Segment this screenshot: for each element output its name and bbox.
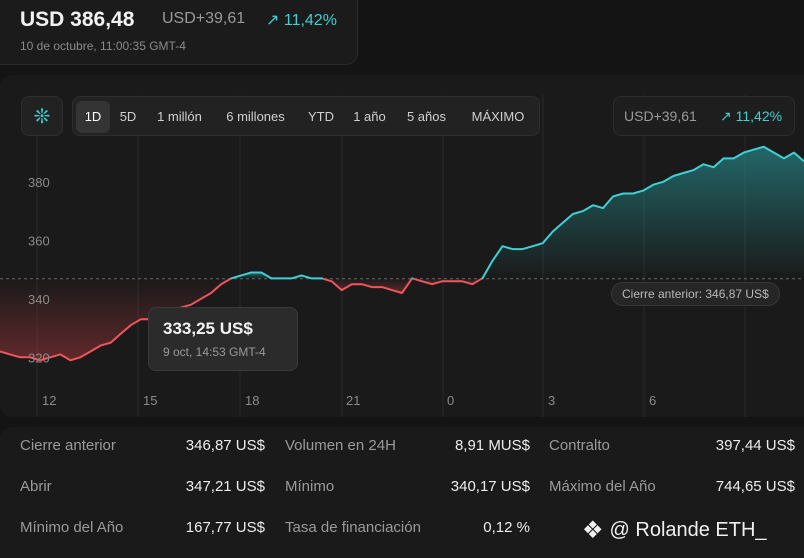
stat-label: Contralto	[549, 437, 610, 454]
stat-value: 340,17 US$	[450, 478, 530, 495]
area-fill-down	[322, 278, 412, 293]
y-tick-label: 360	[28, 233, 50, 248]
period-change-box: USD+39,61 ↗ 11,42%	[613, 96, 795, 136]
stat-label: Mínimo del Año	[20, 519, 124, 536]
range-ytd[interactable]: YTD	[308, 109, 334, 124]
stat-label: Tasa de financiación	[285, 519, 421, 536]
stat-label: Máximo del Año	[549, 478, 656, 495]
area-fill-down	[0, 278, 231, 361]
watermark-text: @ Rolande ETH_	[609, 519, 767, 541]
stat-value: 167,77 US$	[185, 519, 265, 536]
y-tick-label: 320	[28, 350, 50, 365]
price-header: USD 386,48 USD+39,61 ↗ 11,42% 10 de octu…	[0, 0, 358, 65]
range-5d[interactable]: 5D	[119, 109, 137, 124]
stat-value: 346,87 US$	[185, 437, 265, 454]
stat-value: 0,12 %	[483, 519, 530, 536]
stat-value: 347,21 US$	[185, 478, 265, 495]
range-1-año[interactable]: 1 año	[353, 109, 386, 124]
x-tick-label: 0	[447, 393, 454, 408]
price-line-up	[481, 145, 804, 280]
x-tick-label: 21	[346, 393, 360, 408]
stat-label: Abrir	[20, 478, 52, 495]
tooltip-price: 333,25 US$	[163, 319, 253, 338]
stats-panel: Cierre anterior 346,87 US$ Volumen en 24H 8…	[0, 427, 804, 558]
range-6-millones[interactable]: 6 millones	[226, 109, 285, 124]
stat-label: Cierre anterior	[20, 437, 116, 454]
x-tick-label: 15	[143, 393, 157, 408]
range-1-millón[interactable]: 1 millón	[157, 109, 202, 124]
period-change-value: USD+39,61	[624, 108, 697, 124]
range-5-años[interactable]: 5 años	[406, 109, 447, 124]
stat-value: 8,91 MUS$	[454, 437, 530, 454]
price-chart[interactable]: 380 360 340 320 12 15 18 21 0 3 6	[0, 75, 804, 417]
price-change: USD+39,61	[162, 10, 246, 27]
period-change-percent: ↗ 11,42%	[720, 108, 783, 124]
stat-label: Volumen en 24H	[285, 437, 396, 454]
range-máximo[interactable]: MÁXIMO	[471, 109, 525, 124]
token-logo-icon[interactable]: ❊	[21, 96, 63, 136]
chart-tooltip: 333,25 US$ 9 oct, 14:53 GMT-4	[148, 307, 298, 371]
price-line-down	[0, 277, 232, 362]
area-fill-up	[230, 272, 323, 279]
price-line-down	[322, 277, 413, 294]
stat-value: 744,65 US$	[715, 478, 795, 495]
price-change-percent: ↗ 11,42%	[266, 12, 337, 29]
price-line-up	[230, 271, 324, 280]
x-tick-label: 6	[649, 393, 656, 408]
stat-label: Mínimo	[285, 478, 335, 495]
time-range-selector: 1D 5D 1 millón 6 millones YTD 1 año 5 años MÁXI…	[72, 96, 540, 136]
stat-value: 397,44 US$	[715, 437, 795, 454]
x-tick-label: 12	[42, 393, 56, 408]
range-1d[interactable]: 1D	[76, 101, 110, 133]
x-tick-label: 3	[548, 393, 555, 408]
area-fill-up	[481, 146, 804, 279]
price-line-down	[413, 277, 483, 286]
previous-close-label: Cierre anterior: 346,87 US$	[611, 282, 780, 306]
tooltip-time: 9 oct, 14:53 GMT-4	[163, 345, 266, 359]
watermark: ❖ @ Rolande ETH_	[582, 516, 767, 545]
x-tick-label: 18	[245, 393, 259, 408]
current-price: USD 386,48	[20, 8, 135, 31]
y-tick-label: 380	[28, 175, 50, 190]
binance-diamond-icon: ❖	[582, 517, 604, 544]
price-timestamp: 10 de octubre, 11:00:35 GMT-4	[20, 39, 186, 53]
y-tick-label: 340	[28, 292, 50, 307]
